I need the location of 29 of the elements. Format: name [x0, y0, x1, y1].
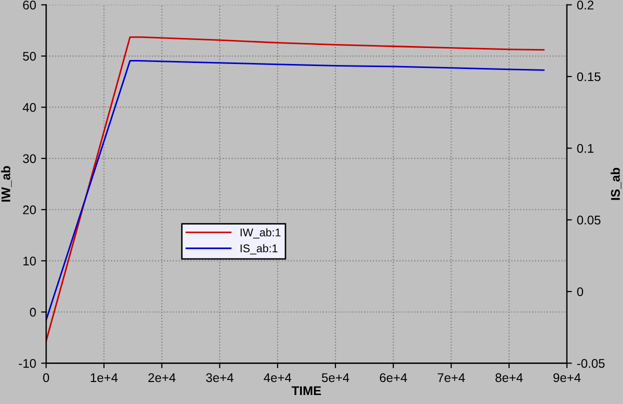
x-tick-label: 7e+4: [438, 373, 465, 382]
x-tick-label: 0: [43, 373, 50, 382]
y-tick-label: 20: [23, 205, 36, 214]
legend-label: IW_ab:1: [240, 228, 280, 238]
y2-tick-label: 0.05: [577, 216, 600, 225]
y-tick-label: 0: [30, 308, 36, 317]
y-axis-title: IW_ab: [1, 166, 12, 202]
y-tick-label: 50: [22, 52, 36, 61]
y-tick-label: 40: [22, 103, 36, 112]
y-tick-label: 60: [23, 0, 36, 10]
y2-tick-label: 0: [577, 287, 584, 296]
x-tick-label: 9e+4: [553, 373, 581, 382]
y-tick-label: 30: [22, 154, 36, 164]
x-tick-label: 8e+4: [496, 373, 523, 382]
x-tick-label: 2e+4: [148, 373, 176, 382]
y-tick-label: 10: [23, 256, 36, 266]
y2-axis-title: IS_ab: [610, 168, 622, 200]
x-axis-title: TIME: [292, 386, 321, 396]
y2-tick-label: -0.05: [577, 358, 605, 368]
x-tick-label: 4e+4: [264, 373, 292, 382]
y-tick-label: -10: [18, 358, 36, 368]
x-tick-label: 5e+4: [322, 373, 350, 382]
x-tick-label: 6e+4: [380, 373, 408, 382]
legend-label: IS_ab:1: [240, 244, 278, 254]
y2-tick-label: 0.15: [577, 72, 600, 82]
x-tick-label: 1e+4: [90, 373, 118, 382]
y2-tick-label: 0.1: [577, 144, 594, 153]
x-tick-label: 3e+4: [206, 373, 234, 382]
y2-tick-label: 0.2: [577, 0, 594, 10]
